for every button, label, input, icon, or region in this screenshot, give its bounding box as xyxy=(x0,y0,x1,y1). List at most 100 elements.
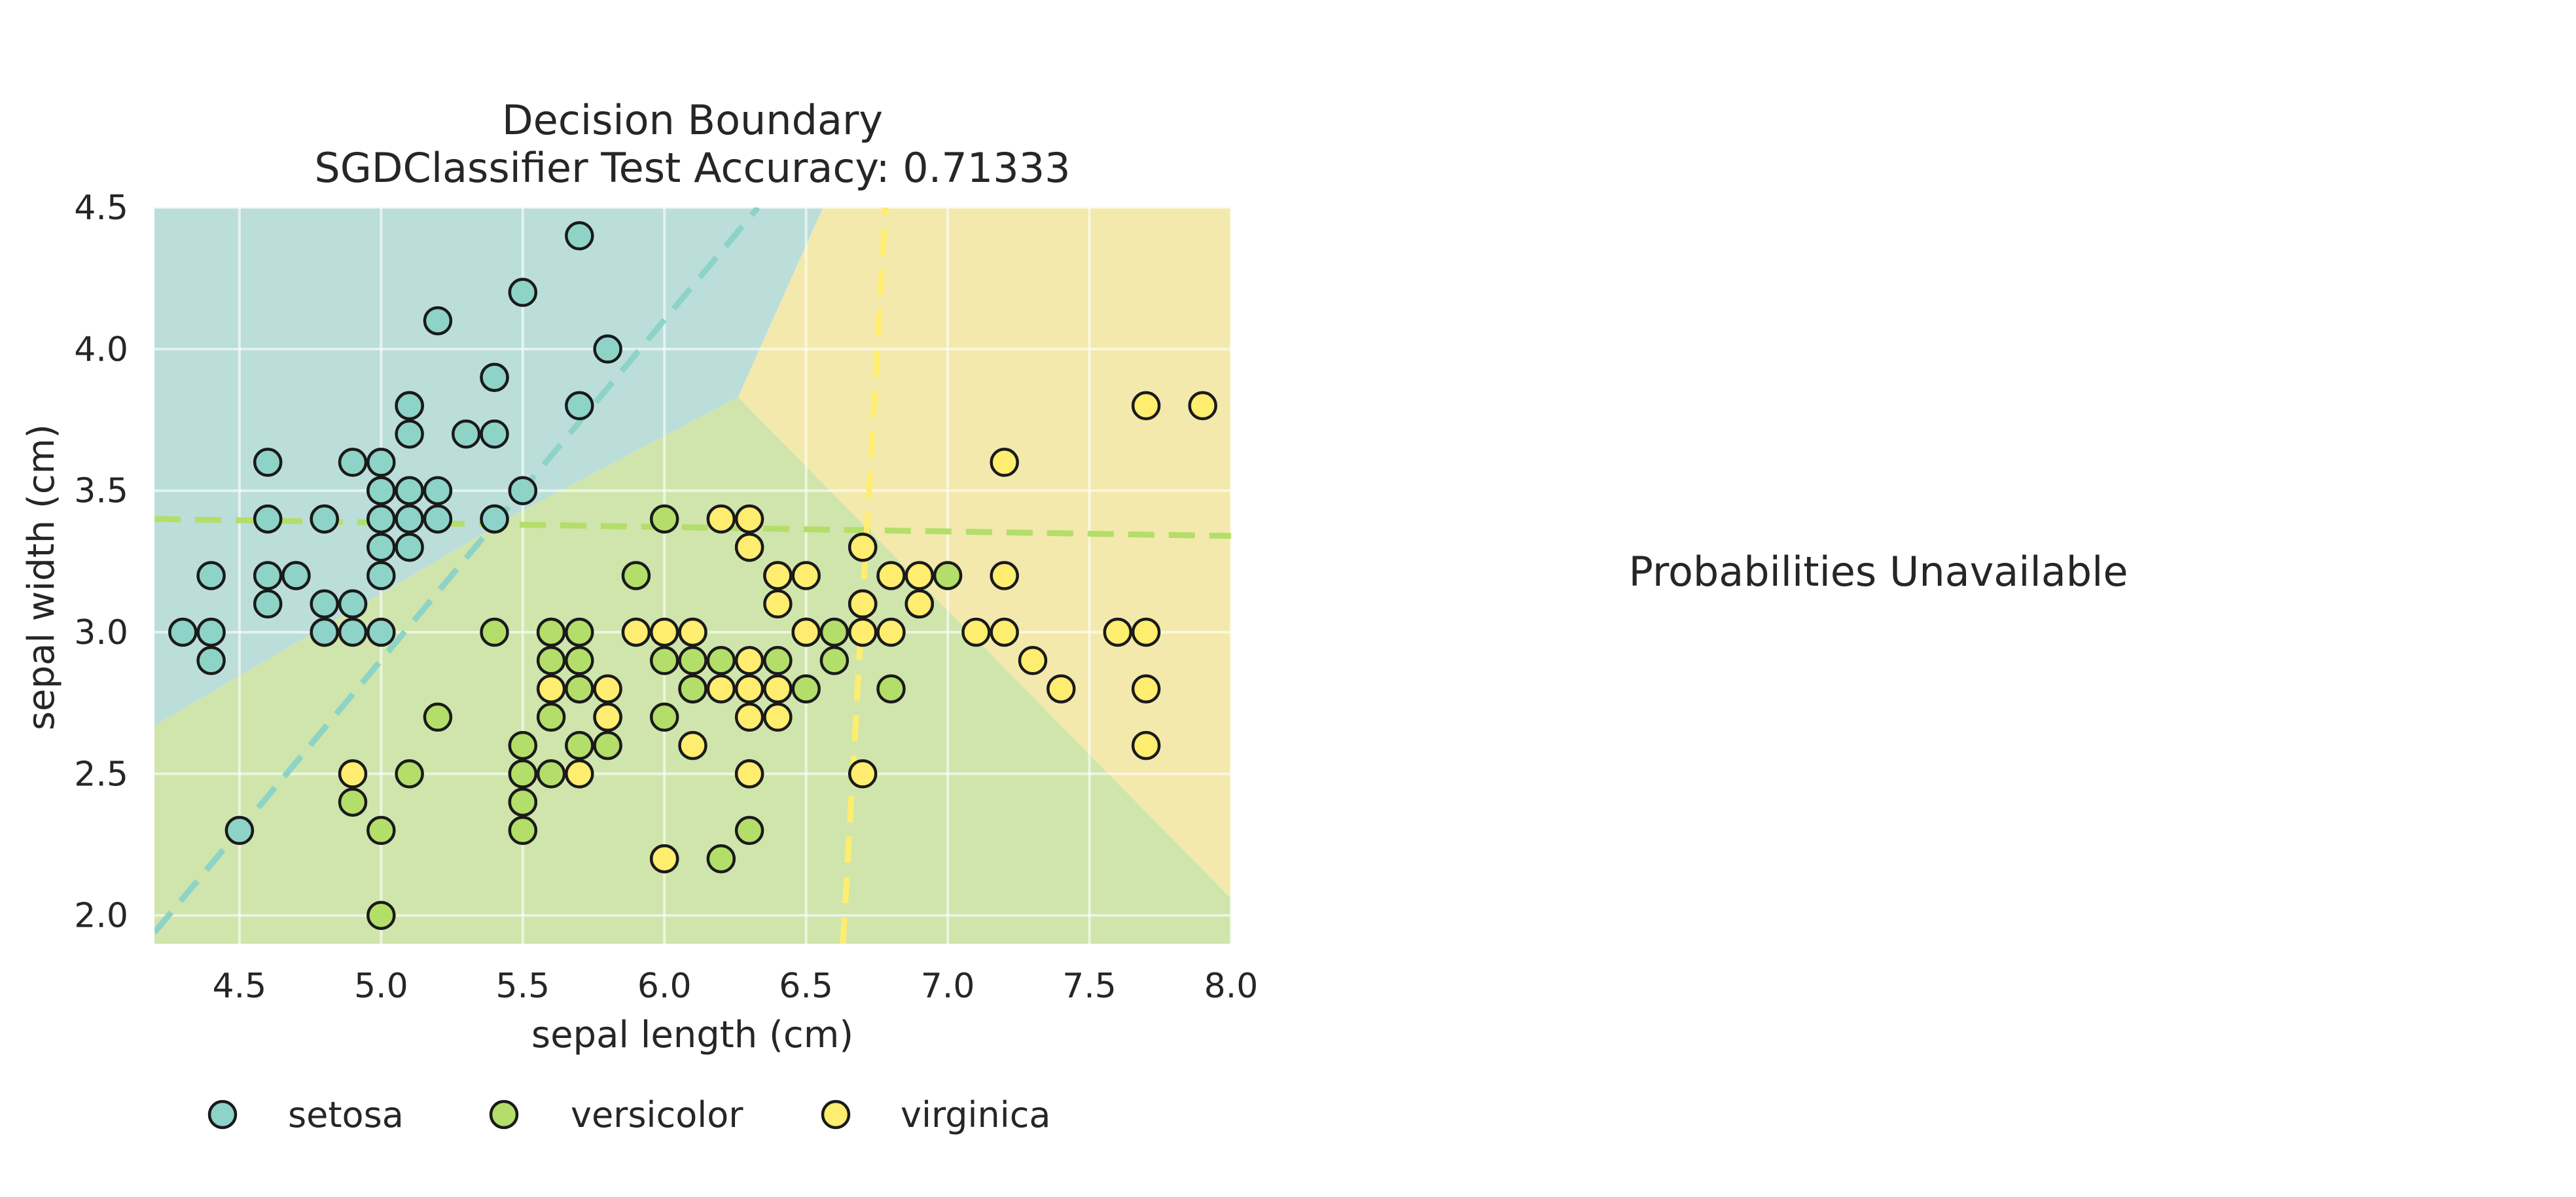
y-tick-label: 3.0 xyxy=(74,613,128,652)
legend-label-setosa: setosa xyxy=(288,1094,404,1135)
point-virginica xyxy=(706,674,736,704)
point-virginica xyxy=(1131,730,1161,760)
point-versicolor xyxy=(508,730,538,760)
x-tick-label: 8.0 xyxy=(1204,967,1259,1006)
point-setosa xyxy=(508,476,538,505)
point-versicolor xyxy=(706,844,736,874)
point-virginica xyxy=(734,504,764,534)
point-setosa xyxy=(253,504,283,534)
point-virginica xyxy=(990,448,1019,477)
point-versicolor xyxy=(536,646,566,675)
point-setosa xyxy=(423,504,453,534)
point-versicolor xyxy=(565,674,594,704)
point-virginica xyxy=(338,759,368,789)
point-virginica xyxy=(706,504,736,534)
point-virginica xyxy=(763,702,793,732)
point-setosa xyxy=(196,561,226,590)
point-virginica xyxy=(678,617,707,647)
point-setosa xyxy=(253,589,283,619)
point-versicolor xyxy=(367,815,396,846)
point-versicolor xyxy=(338,787,368,817)
point-versicolor xyxy=(536,702,566,732)
legend: setosa versicolor virginica xyxy=(207,1094,1051,1135)
x-tick-label: 4.5 xyxy=(213,967,267,1006)
point-setosa xyxy=(423,476,453,505)
point-virginica xyxy=(1131,391,1161,421)
x-tick-label: 5.5 xyxy=(495,967,550,1006)
legend-label-virginica: virginica xyxy=(901,1094,1051,1135)
point-setosa xyxy=(367,448,396,477)
point-setosa xyxy=(395,419,424,449)
point-virginica xyxy=(848,617,878,647)
point-setosa xyxy=(253,561,283,590)
point-virginica xyxy=(678,730,707,760)
point-setosa xyxy=(423,306,453,336)
point-versicolor xyxy=(649,702,679,732)
x-tick-label: 6.5 xyxy=(779,967,833,1006)
point-setosa xyxy=(367,561,396,590)
point-virginica xyxy=(1188,391,1217,421)
point-virginica xyxy=(763,674,793,704)
x-tick-label: 7.0 xyxy=(921,967,975,1006)
point-virginica xyxy=(791,617,821,647)
legend-marker-setosa xyxy=(207,1099,238,1130)
point-setosa xyxy=(281,561,311,590)
boundary-line-setosa xyxy=(154,207,760,935)
boundary-line-virginica xyxy=(840,207,889,944)
point-versicolor xyxy=(565,730,594,760)
point-virginica xyxy=(904,589,935,619)
point-setosa xyxy=(480,504,509,534)
point-virginica xyxy=(649,844,679,874)
point-versicolor xyxy=(706,646,736,675)
point-virginica xyxy=(734,674,764,704)
point-virginica xyxy=(734,532,764,562)
point-setosa xyxy=(367,476,396,505)
point-setosa xyxy=(367,532,396,562)
point-virginica xyxy=(961,617,991,647)
legend-label-versicolor: versicolor xyxy=(571,1094,743,1135)
point-versicolor xyxy=(508,759,538,789)
point-setosa xyxy=(338,617,368,647)
point-virginica xyxy=(734,702,764,732)
point-versicolor xyxy=(649,504,679,534)
point-versicolor xyxy=(621,561,651,590)
point-virginica xyxy=(593,674,622,704)
chart-title: Decision Boundary xyxy=(502,96,883,144)
point-versicolor xyxy=(508,815,538,846)
data-points xyxy=(168,221,1217,930)
point-virginica xyxy=(734,759,764,789)
y-tick-label: 3.5 xyxy=(74,472,128,511)
point-versicolor xyxy=(678,646,707,675)
point-setosa xyxy=(480,419,509,449)
point-versicolor xyxy=(508,787,538,817)
point-setosa xyxy=(508,277,538,308)
y-tick-label: 2.0 xyxy=(74,897,128,936)
point-versicolor xyxy=(536,617,566,647)
x-tick-label: 7.5 xyxy=(1062,967,1117,1006)
point-setosa xyxy=(338,448,368,477)
y-tick-label: 4.0 xyxy=(74,330,128,369)
point-setosa xyxy=(367,617,396,647)
point-virginica xyxy=(1046,674,1076,704)
point-virginica xyxy=(763,589,793,619)
point-virginica xyxy=(621,617,651,647)
point-setosa xyxy=(338,589,368,619)
y-tick-label: 4.5 xyxy=(74,188,128,228)
point-versicolor xyxy=(367,901,396,930)
point-versicolor xyxy=(649,646,679,675)
x-tick-label: 5.0 xyxy=(354,967,408,1006)
point-versicolor xyxy=(763,646,793,675)
point-virginica xyxy=(876,561,906,590)
point-setosa xyxy=(593,334,622,364)
point-virginica xyxy=(904,561,935,590)
point-setosa xyxy=(253,448,283,477)
point-virginica xyxy=(536,674,566,704)
point-virginica xyxy=(593,702,622,732)
point-setosa xyxy=(310,504,339,534)
chart-subtitle: SGDClassifier Test Accuracy: 0.71333 xyxy=(314,144,1070,192)
point-virginica xyxy=(763,561,793,590)
point-versicolor xyxy=(565,646,594,675)
probabilities-unavailable-text: Probabilities Unavailable xyxy=(1629,548,2128,596)
point-versicolor xyxy=(536,759,566,789)
point-virginica xyxy=(990,617,1019,647)
